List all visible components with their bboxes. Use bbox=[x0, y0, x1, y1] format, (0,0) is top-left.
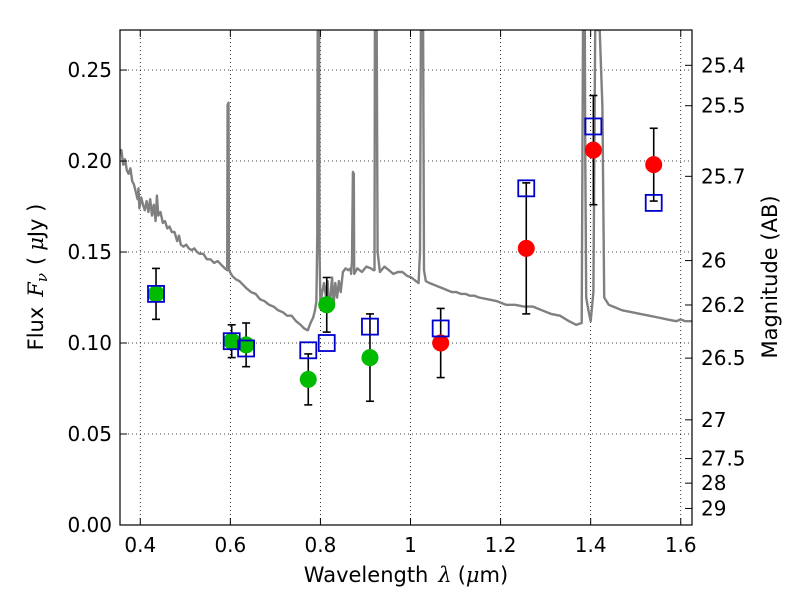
y-tick-label: 0.15 bbox=[67, 240, 112, 264]
photometry-point-green bbox=[361, 349, 379, 367]
y-axis-ticks: 0.00 0.05 0.10 0.15 0.20 0.25 bbox=[67, 58, 127, 537]
magnitude-tick-label: 26.5 bbox=[701, 346, 746, 370]
y-axis-label: FluxFν(μJy ) bbox=[24, 204, 51, 351]
plot-frame bbox=[119, 29, 693, 526]
model-band-flux-markers bbox=[147, 117, 663, 360]
model-band-square bbox=[237, 339, 256, 358]
photometry-point-green bbox=[147, 285, 165, 303]
model-spectrum bbox=[120, 30, 692, 332]
magnitude-tick-label: 26.2 bbox=[701, 293, 746, 317]
gridlines bbox=[120, 30, 692, 526]
y-tick-label: 0.10 bbox=[67, 331, 112, 355]
model-band-square bbox=[584, 117, 603, 136]
photometry-point-green bbox=[318, 296, 336, 314]
model-band-square bbox=[517, 179, 536, 198]
y-tick-label: 0.25 bbox=[67, 58, 112, 82]
x-tick-label: 1.2 bbox=[485, 533, 517, 557]
model-band-square bbox=[361, 317, 379, 336]
model-band-square bbox=[317, 334, 336, 352]
magnitude-tick-label: 25.5 bbox=[701, 94, 746, 118]
photometry-point-red bbox=[645, 156, 663, 174]
magnitude-tick-label: 29 bbox=[701, 496, 726, 520]
model-band-square bbox=[299, 341, 318, 360]
model-band-square bbox=[147, 284, 165, 303]
magnitude-tick-label: 25.4 bbox=[701, 53, 746, 77]
photometry-point-green bbox=[299, 370, 317, 388]
x-tick-label: 0.4 bbox=[124, 533, 156, 557]
x-tick-label: 1.6 bbox=[665, 533, 697, 557]
photometry-point-red bbox=[432, 334, 450, 352]
x-tick-label: 1 bbox=[404, 533, 417, 557]
x-tick-label: 0.6 bbox=[214, 533, 246, 557]
y-tick-label: 0.20 bbox=[67, 149, 112, 173]
model-spectrum-line bbox=[120, 30, 692, 332]
magnitude-tick-label: 25.7 bbox=[701, 164, 746, 188]
magnitude-tick-label: 27.5 bbox=[701, 447, 746, 471]
model-band-square bbox=[644, 193, 663, 212]
x-axis-label: Wavelength λ (μm) bbox=[304, 563, 508, 587]
magnitude-tick-label: 26 bbox=[701, 249, 726, 273]
y-tick-label: 0.05 bbox=[67, 422, 112, 446]
magnitude-tick-label: 27 bbox=[701, 408, 726, 432]
model-band-square bbox=[431, 319, 450, 338]
photometry-point-red bbox=[517, 239, 535, 257]
magnitude-axis-label: Magnitude (AB) bbox=[758, 195, 782, 358]
magnitude-tick-label: 28 bbox=[701, 471, 726, 495]
x-tick-label: 1.4 bbox=[575, 533, 607, 557]
x-tick-label: 0.8 bbox=[305, 533, 337, 557]
y-tick-label: 0.00 bbox=[67, 513, 112, 537]
x-axis-ticks: 0.4 0.6 0.8 1 1.2 1.4 1.6 bbox=[124, 30, 697, 557]
photometry-point-red bbox=[584, 141, 602, 159]
